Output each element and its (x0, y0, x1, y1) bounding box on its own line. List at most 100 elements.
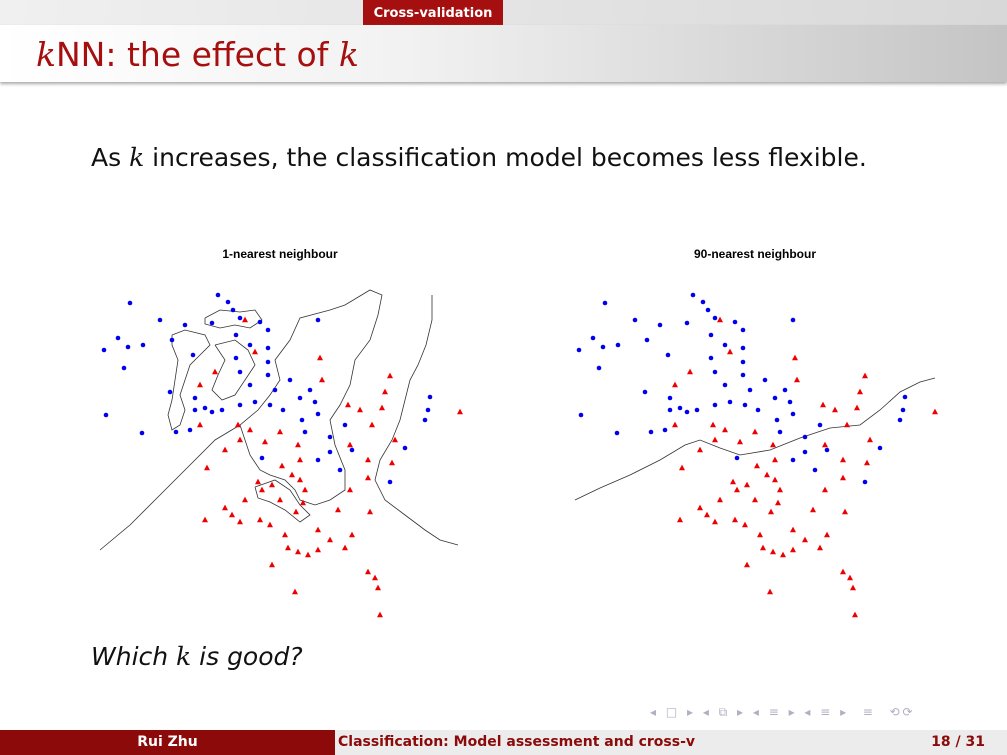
point (297, 395, 303, 401)
point (427, 394, 433, 400)
point (317, 354, 323, 361)
point (877, 445, 883, 451)
point (810, 506, 816, 513)
point (247, 426, 253, 433)
point (315, 457, 321, 463)
point (757, 531, 763, 538)
point (672, 381, 678, 388)
point (790, 317, 796, 323)
title-bar: kNN: the effect of k (0, 25, 1007, 82)
point (247, 382, 253, 388)
point (932, 408, 938, 415)
point (297, 476, 303, 483)
point (237, 518, 243, 525)
point (101, 347, 107, 353)
title-text: NN: the effect of (56, 35, 339, 74)
point (657, 322, 663, 328)
point (717, 316, 723, 323)
plot-title: 90-nearest neighbour (694, 247, 816, 261)
point (790, 546, 796, 553)
point (787, 399, 793, 405)
point (327, 536, 333, 543)
point (375, 584, 381, 591)
point (812, 467, 818, 473)
text: As (91, 143, 130, 172)
point (832, 406, 838, 413)
point (775, 499, 781, 506)
point (672, 421, 678, 428)
point (760, 544, 766, 551)
decision-boundaries (99, 289, 936, 551)
point (342, 422, 348, 428)
point (302, 486, 308, 493)
navigation-symbols[interactable]: ◂ □ ▸ ◂ ⧉ ▸ ◂ ≡ ▸ ◂ ≡ ▸ ≡ ⟲⟳ (650, 705, 916, 719)
point (840, 568, 846, 575)
point (774, 417, 780, 423)
point (219, 407, 225, 413)
section-tab: Cross-validation (363, 0, 503, 25)
point (590, 335, 596, 341)
point (229, 511, 235, 518)
point (687, 368, 693, 375)
point (790, 457, 796, 463)
point (269, 481, 275, 488)
question: Which k is good? (91, 642, 303, 671)
point (752, 496, 758, 503)
point (740, 345, 746, 351)
point (802, 449, 808, 455)
point (125, 344, 131, 350)
point (742, 402, 748, 408)
point (242, 496, 248, 503)
point (255, 478, 261, 485)
point (772, 395, 778, 401)
point (327, 434, 333, 440)
point (900, 407, 906, 413)
point (302, 429, 308, 435)
point (345, 401, 351, 408)
boundary (574, 377, 936, 501)
point (233, 355, 239, 361)
point (204, 464, 210, 471)
point (817, 544, 823, 551)
title-math: k (338, 35, 359, 74)
point (372, 574, 378, 581)
point (190, 352, 196, 358)
point (704, 511, 710, 518)
point (712, 518, 718, 525)
point (457, 408, 463, 415)
point (794, 376, 800, 383)
point (777, 486, 783, 493)
point (222, 504, 228, 511)
footer-author: Rui Zhu (0, 730, 335, 755)
point (822, 486, 828, 493)
point (744, 481, 750, 488)
point (349, 531, 355, 538)
point (365, 568, 371, 575)
point (802, 536, 808, 543)
point (252, 348, 258, 355)
boundary (204, 309, 263, 329)
point (740, 359, 746, 365)
point (752, 428, 758, 435)
point (297, 456, 303, 463)
point (282, 531, 288, 538)
point (770, 441, 776, 448)
point (279, 462, 285, 469)
math: k (176, 642, 192, 671)
point (187, 427, 193, 433)
point (747, 387, 753, 393)
point (315, 526, 321, 533)
point (732, 319, 738, 325)
point (717, 496, 723, 503)
point (365, 474, 371, 481)
point (576, 347, 582, 353)
point (710, 421, 716, 428)
point (230, 307, 236, 313)
point (315, 317, 321, 323)
point (242, 316, 248, 323)
point (289, 471, 295, 478)
point (379, 404, 385, 411)
point (295, 441, 301, 448)
point (197, 381, 203, 388)
point (233, 332, 239, 338)
